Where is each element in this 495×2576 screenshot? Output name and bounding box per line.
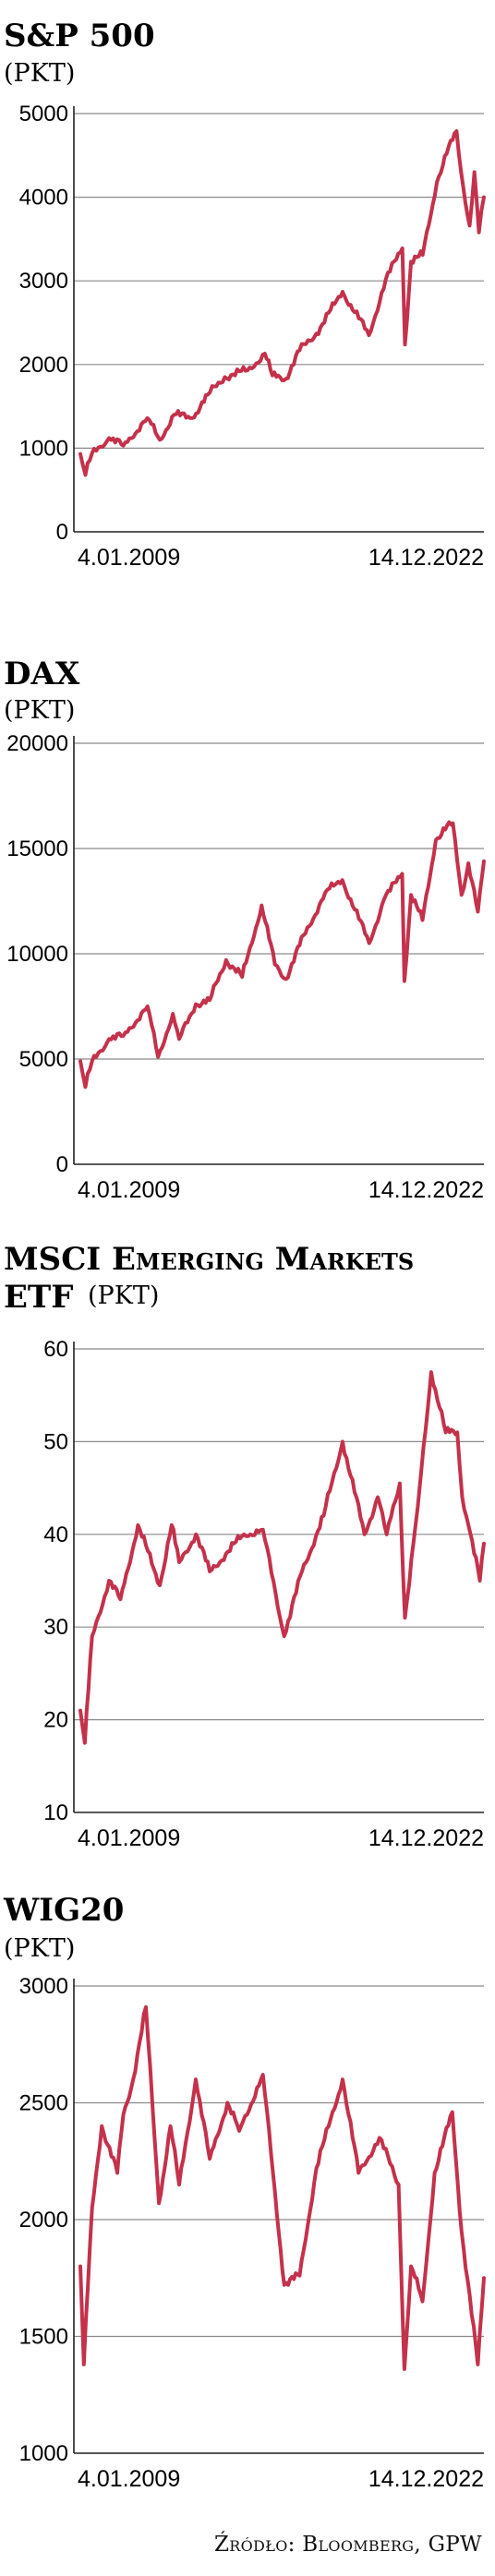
chart-unit: (PKT) — [4, 1934, 75, 1963]
chart-unit: (PKT) — [4, 59, 75, 88]
y-tick-label: 1500 — [19, 2325, 68, 2350]
y-tick-label: 1000 — [19, 2441, 68, 2466]
x-tick-label-end: 14.12.2022 — [368, 545, 484, 571]
y-tick-label: 5000 — [19, 102, 68, 126]
y-tick-label: 3000 — [19, 1974, 68, 1999]
series-line — [78, 1370, 486, 1745]
x-tick-label-start: 4.01.2009 — [78, 1177, 180, 1203]
y-tick-label: 60 — [43, 1337, 68, 1362]
source-note: Źródło: Bloomberg, GPW — [214, 2533, 482, 2557]
y-tick-label: 10000 — [6, 942, 68, 967]
y-tick-label: 5000 — [19, 1047, 68, 1072]
y-tick-label: 2500 — [19, 2091, 68, 2116]
x-tick-label-start: 4.01.2009 — [78, 2466, 180, 2492]
x-tick-label-end: 14.12.2022 — [368, 2466, 484, 2492]
x-tick-label-start: 4.01.2009 — [78, 545, 180, 571]
x-tick-label-end: 14.12.2022 — [368, 1825, 484, 1851]
chart-title: S&P 500 — [4, 18, 155, 54]
y-tick-label: 3000 — [19, 269, 68, 294]
series-line — [78, 2004, 486, 2371]
y-tick-label: 10 — [43, 1800, 68, 1825]
x-tick-label-end: 14.12.2022 — [368, 1177, 484, 1203]
y-tick-label: 20000 — [6, 731, 68, 756]
series-line — [78, 820, 486, 1089]
y-tick-label: 50 — [43, 1429, 68, 1454]
chart-title: DAX — [4, 656, 80, 692]
y-tick-label: 2000 — [19, 353, 68, 378]
chart-title: WIG20 — [3, 1892, 124, 1929]
chart-title-line2: ETF — [4, 1279, 73, 1316]
y-tick-label: 0 — [56, 1152, 68, 1177]
x-tick-label-start: 4.01.2009 — [78, 1825, 180, 1851]
y-tick-label: 30 — [43, 1615, 68, 1640]
chart-unit: (PKT) — [4, 696, 75, 725]
chart-title: MSCI Emerging Markets — [4, 1241, 414, 1278]
y-tick-label: 1000 — [19, 436, 68, 461]
y-tick-label: 4000 — [19, 186, 68, 211]
y-tick-label: 40 — [43, 1523, 68, 1547]
y-tick-label: 15000 — [6, 837, 68, 861]
chart-unit: (PKT) — [88, 1282, 159, 1310]
y-tick-label: 20 — [43, 1708, 68, 1733]
series-line — [78, 129, 486, 477]
y-tick-label: 2000 — [19, 2208, 68, 2233]
y-tick-label: 0 — [56, 520, 68, 545]
